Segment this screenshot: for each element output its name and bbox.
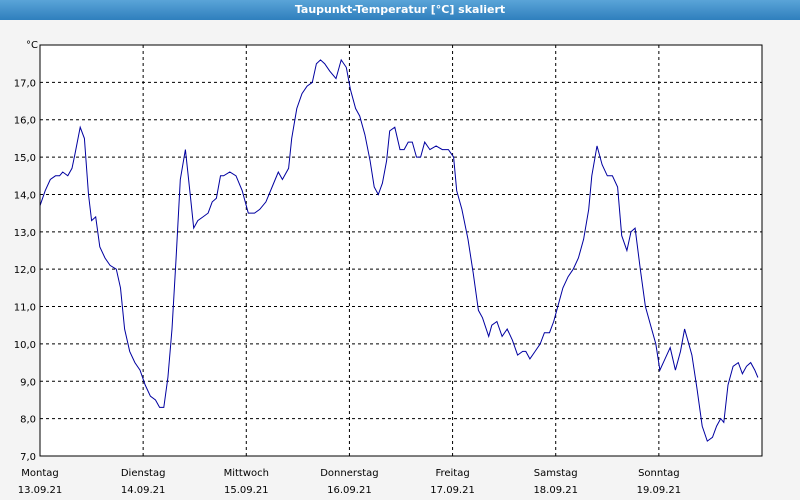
y-tick-label: 10,0 xyxy=(14,340,36,351)
y-tick-label: 7,0 xyxy=(20,452,36,463)
x-tick-label: Samstag xyxy=(534,468,578,479)
y-tick-label: 17,0 xyxy=(14,78,36,89)
x-tick-label: Montag xyxy=(21,468,58,479)
x-tick-date: 18.09.21 xyxy=(533,485,578,496)
x-tick-date: 17.09.21 xyxy=(430,485,475,496)
y-tick-label: 9,0 xyxy=(20,377,36,388)
title-bar xyxy=(0,0,800,20)
x-tick-date: 16.09.21 xyxy=(327,485,372,496)
y-tick-label: 11,0 xyxy=(14,303,36,314)
y-unit: °C xyxy=(26,40,38,51)
data-line xyxy=(39,58,759,442)
y-tick-label: 14,0 xyxy=(14,190,36,201)
chart-title: Taupunkt-Temperatur [°C] skaliert xyxy=(295,3,505,16)
plot-area xyxy=(40,45,762,456)
y-tick-label: 15,0 xyxy=(14,153,36,164)
x-tick-label: Sonntag xyxy=(638,468,680,479)
y-tick-label: 13,0 xyxy=(14,228,36,239)
y-tick-label: 12,0 xyxy=(14,265,36,276)
x-tick-date: 13.09.21 xyxy=(18,485,63,496)
plot-frame xyxy=(39,44,763,457)
y-tick-label: 8,0 xyxy=(20,415,36,426)
x-tick-date: 14.09.21 xyxy=(121,485,166,496)
y-tick-label: 16,0 xyxy=(14,116,36,127)
x-tick-date: 15.09.21 xyxy=(224,485,269,496)
x-tick-label: Donnerstag xyxy=(320,468,378,479)
x-tick-label: Dienstag xyxy=(121,468,166,479)
x-tick-date: 19.09.21 xyxy=(637,485,682,496)
x-tick-label: Mittwoch xyxy=(224,468,269,479)
x-tick-label: Freitag xyxy=(435,468,469,479)
